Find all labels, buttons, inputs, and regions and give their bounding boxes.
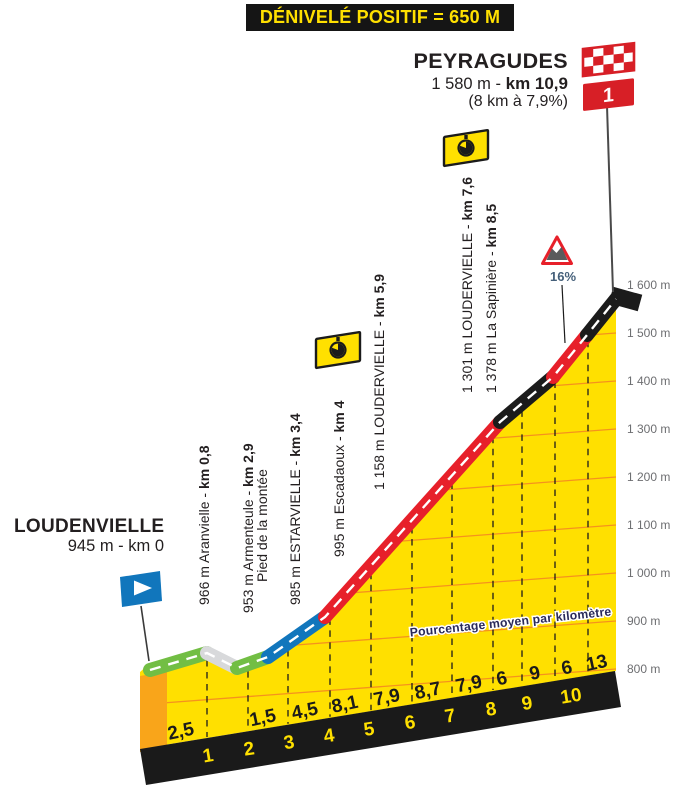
checker-cell — [603, 45, 614, 56]
warning-pointer-line — [561, 284, 566, 344]
timecheck-icon — [314, 330, 362, 370]
finish-title: PEYRAGUDES — [413, 49, 568, 73]
km-tick-label: 4 — [322, 725, 336, 747]
start-flag-icon — [120, 571, 162, 607]
finish-label-block: PEYRAGUDES 1 580 m - km 10,9 (8 km à 7,9… — [320, 49, 568, 111]
finish-elevation-km: 1 580 m - km 10,9 — [320, 74, 568, 94]
station-label: 1 378 m La Sapinière - km 8,5 — [483, 204, 499, 393]
checker-cell — [593, 55, 604, 66]
start-flag-pole — [140, 605, 150, 662]
start-label-block: LOUDENVIELLE 945 m - km 0 — [14, 516, 164, 556]
steep-gradient-value: 16% — [550, 269, 576, 284]
km-tick-label: 10 — [559, 685, 583, 709]
checkered-border — [581, 41, 636, 78]
summit-cap — [608, 286, 643, 312]
km-tick-label: 2 — [242, 738, 256, 760]
elevation-tick-label: 1 300 m — [627, 422, 670, 436]
km-tick-label: 3 — [282, 732, 296, 754]
km-tick-label: 6 — [403, 712, 417, 734]
contour-line — [140, 668, 616, 706]
elevation-tick-label: 800 m — [627, 662, 660, 676]
steep-gradient-warning: 16% — [541, 235, 576, 344]
station-label-line2: Pied de la montée — [254, 469, 270, 582]
mountain-body — [140, 292, 616, 749]
elevation-tick-label: 1 400 m — [627, 374, 670, 388]
gradient-label: 13 — [584, 651, 609, 676]
station-label: 1 301 m LOUDERVIELLE - km 7,6 — [459, 177, 475, 393]
station-label: 995 m Escadaoux - km 4 — [331, 400, 347, 557]
checker-cell — [623, 61, 634, 72]
station-label: 953 m Armenteule - km 2,9 — [240, 443, 256, 613]
finish-gradient-note: (8 km à 7,9%) — [468, 93, 568, 110]
gradient-label: 9 — [527, 662, 542, 685]
gradient-label: 6 — [494, 668, 509, 691]
finish-category-flag: 1 — [583, 78, 634, 111]
station-label: 966 m Aranvielle - km 0,8 — [196, 445, 212, 605]
elevation-tick-label: 1 100 m — [627, 518, 670, 532]
gradient-label: 6 — [559, 657, 574, 680]
finish-elevation: 1 580 m - — [431, 75, 506, 93]
km-tick-label: 7 — [443, 705, 457, 727]
road-segment — [580, 292, 623, 342]
checkered-bg — [583, 43, 634, 76]
checker-cell — [613, 53, 624, 64]
start-flag-triangle — [134, 580, 152, 596]
elevation-tick-label: 1 000 m — [627, 566, 670, 580]
checker-cell — [583, 65, 594, 76]
road-centerline — [149, 298, 617, 672]
stopwatch-hands — [459, 141, 473, 155]
timecheck-icon — [442, 128, 490, 168]
checker-cell — [583, 47, 594, 58]
base-band — [140, 671, 621, 785]
start-title: LOUDENVIELLE — [14, 516, 165, 537]
elevation-tick-label: 1 500 m — [627, 326, 670, 340]
elevation-tick-label: 1 200 m — [627, 470, 670, 484]
km-tick-label: 9 — [520, 693, 534, 715]
km-tick-label: 8 — [484, 699, 498, 721]
elevation-gain-banner: DÉNIVELÉ POSITIF = 650 M — [246, 4, 514, 31]
left-side-face — [140, 671, 167, 752]
station-label: 985 m ESTARVIELLE - km 3,4 — [287, 413, 303, 605]
elevation-tick-label: 900 m — [627, 614, 660, 628]
finish-flag-checkered — [581, 41, 636, 78]
station-label: 1 158 m LOUDERVIELLE - km 5,9 — [371, 274, 387, 490]
stopwatch-hands — [331, 343, 345, 357]
checker-cell — [623, 43, 634, 54]
stopwatch-stem — [464, 135, 468, 139]
finish-km: km 10,9 — [505, 74, 568, 93]
warning-slope-glyph — [546, 247, 568, 260]
elevation-tick-label: 1 600 m — [627, 278, 670, 292]
km-tick-label: 1 — [201, 745, 215, 767]
start-elevation-km: 945 m - km 0 — [67, 537, 164, 555]
finish-flag-number: 1 — [603, 84, 614, 107]
finish-flag-pole — [606, 105, 614, 293]
stopwatch-stem — [336, 337, 340, 341]
checker-cell — [603, 63, 614, 74]
category-flag-face — [583, 78, 634, 111]
km-tick-label: 5 — [362, 719, 376, 741]
